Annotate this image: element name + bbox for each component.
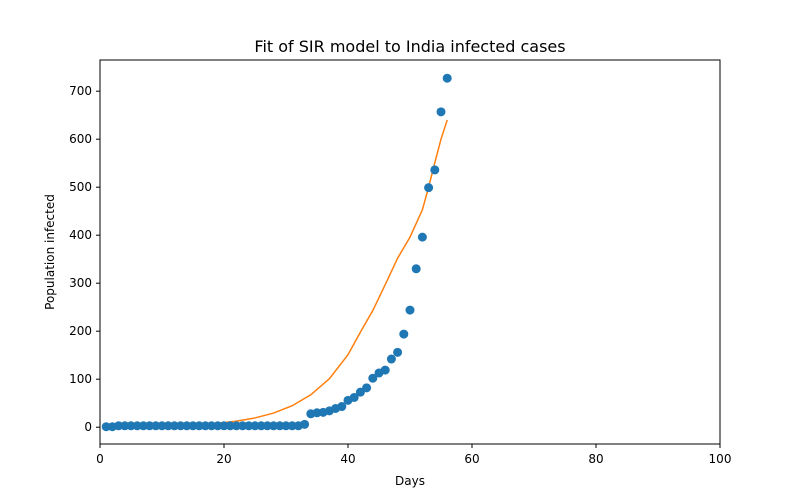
data-point <box>349 392 359 402</box>
data-point <box>244 421 254 431</box>
data-point <box>200 421 210 431</box>
data-point <box>219 421 229 431</box>
plot-area <box>101 73 452 432</box>
x-tick-label: 60 <box>464 452 479 466</box>
data-point <box>145 421 155 431</box>
y-tick-label: 400 <box>69 228 92 242</box>
data-point <box>207 421 217 431</box>
y-tick-label: 500 <box>69 180 92 194</box>
data-point <box>430 165 440 175</box>
data-point <box>182 421 192 431</box>
data-point <box>399 329 409 339</box>
data-point <box>188 421 198 431</box>
data-point <box>194 421 204 431</box>
data-point <box>368 373 378 383</box>
data-point <box>138 421 148 431</box>
data-point <box>380 365 390 375</box>
data-point <box>250 421 260 431</box>
y-tick-label: 700 <box>69 84 92 98</box>
fit-line <box>106 119 448 428</box>
data-point <box>238 421 248 431</box>
data-point <box>436 107 446 117</box>
data-point <box>393 347 403 357</box>
data-point <box>151 421 161 431</box>
chart-title: Fit of SIR model to India infected cases <box>254 37 565 56</box>
data-point <box>362 383 372 393</box>
x-tick-label: 80 <box>588 452 603 466</box>
data-point <box>386 354 396 364</box>
data-point <box>231 421 241 431</box>
data-point <box>405 305 415 315</box>
y-axis-label: Population infected <box>43 194 57 310</box>
data-point <box>287 421 297 431</box>
axis-ticks: 0 20 40 60 80 100 0 100 200 300 400 500 600 700 <box>69 84 731 466</box>
x-axis-label: Days <box>395 474 425 488</box>
data-point <box>424 183 434 193</box>
x-tick-label: 0 <box>96 452 104 466</box>
data-point <box>126 421 136 431</box>
data-point <box>132 421 142 431</box>
data-point <box>262 421 272 431</box>
data-point <box>275 421 285 431</box>
x-tick-label: 20 <box>216 452 231 466</box>
x-tick-label: 40 <box>340 452 355 466</box>
data-point <box>256 421 266 431</box>
data-point <box>281 421 291 431</box>
x-tick-label: 100 <box>709 452 732 466</box>
data-point <box>169 421 179 431</box>
y-tick-label: 0 <box>84 420 92 434</box>
data-point <box>337 402 347 412</box>
data-point <box>114 421 124 431</box>
data-point <box>213 421 223 431</box>
plot-frame <box>99 59 721 445</box>
data-point <box>157 421 167 431</box>
data-point <box>101 422 111 432</box>
y-tick-label: 200 <box>69 324 92 338</box>
data-point <box>442 73 452 83</box>
data-point <box>417 232 427 242</box>
y-tick-label: 100 <box>69 372 92 386</box>
data-point <box>269 421 279 431</box>
data-point <box>300 419 310 429</box>
data-point <box>411 264 421 274</box>
data-point <box>225 421 235 431</box>
data-point <box>176 421 186 431</box>
data-point <box>163 421 173 431</box>
y-tick-label: 600 <box>69 132 92 146</box>
y-tick-label: 300 <box>69 276 92 290</box>
data-point <box>120 421 130 431</box>
